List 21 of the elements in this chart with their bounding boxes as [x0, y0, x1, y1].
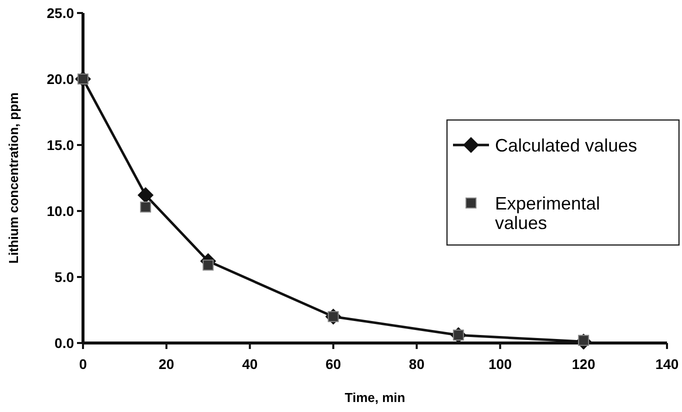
x-tick-label: 80: [408, 356, 425, 372]
y-tick-label: 10.0: [46, 202, 74, 219]
y-tick-label: 5.0: [54, 268, 74, 285]
x-tick-label: 100: [488, 356, 512, 372]
point: [202, 260, 214, 271]
point: [138, 187, 154, 204]
x-tick-label: 20: [158, 356, 174, 372]
y-axis-title: Lithium concentration, ppm: [6, 92, 21, 264]
y-tick-label: 20.0: [46, 70, 74, 87]
y-tick-label: 25.0: [46, 4, 74, 21]
x-axis-title: Time, min: [344, 390, 406, 405]
legend-label: Calculated values: [495, 135, 638, 156]
x-tick-label: 0: [79, 356, 88, 372]
x-tick-label: 120: [572, 356, 596, 372]
y-tick-label: 15.0: [46, 136, 74, 153]
y-tick-label: 0.0: [54, 334, 74, 351]
x-tick-label: 60: [325, 356, 342, 372]
legend-label: Experimental values: [495, 193, 600, 234]
x-tick-label: 140: [655, 356, 679, 372]
x-tick-label: 40: [242, 356, 258, 372]
point: [140, 202, 152, 213]
